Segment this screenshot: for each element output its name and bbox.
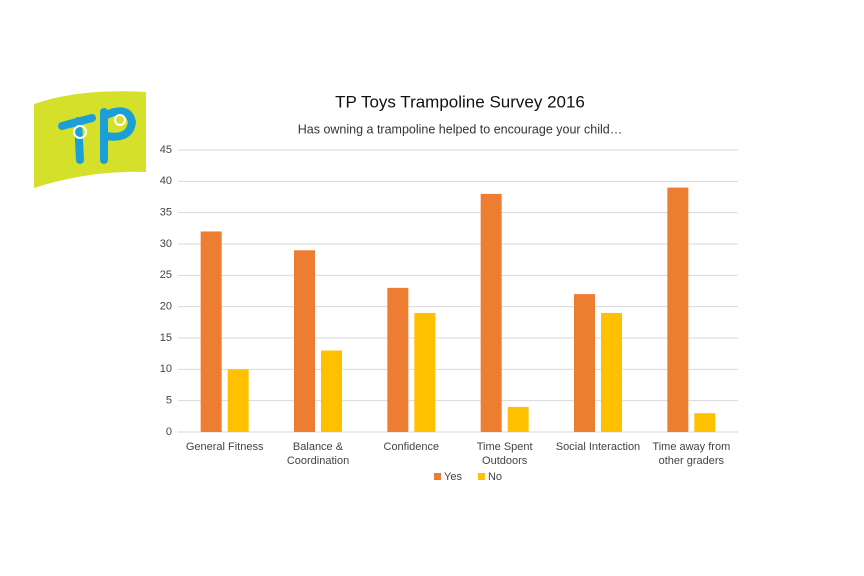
y-tick-label: 15 [160, 332, 172, 344]
y-tick-label: 25 [160, 269, 172, 281]
y-tick-label: 30 [160, 238, 172, 250]
x-tick-label: Time away from other graders [652, 441, 731, 467]
y-tick-label: 40 [160, 175, 172, 187]
logo-ring [73, 125, 87, 139]
x-tick-label: General Fitness [185, 441, 264, 453]
logo-t [58, 114, 96, 164]
chart-subtitle: Has owning a trampoline helped to encour… [298, 122, 623, 136]
logo-flag [34, 91, 146, 188]
y-tick-label: 10 [160, 363, 172, 375]
bar [321, 350, 342, 432]
legend-label: Yes [444, 471, 462, 483]
legend-label: No [488, 471, 502, 483]
y-tick-label: 35 [160, 207, 172, 219]
logo-ring [114, 114, 126, 126]
x-tick-label: Confidence [383, 441, 440, 453]
x-tick-label: Social Interaction [555, 441, 641, 453]
bar [414, 312, 436, 432]
bar [507, 406, 529, 432]
legend-swatch [477, 473, 485, 480]
bar [387, 287, 409, 432]
x-tick-label: Balance & Coordination [286, 441, 350, 467]
y-tick-label: 0 [166, 426, 172, 438]
y-tick-label: 45 [160, 144, 172, 156]
logo-p [100, 107, 137, 164]
bar [294, 250, 315, 432]
chart-title: TP Toys Trampoline Survey 2016 [335, 92, 585, 111]
bar [480, 193, 502, 432]
bar [200, 231, 222, 432]
bar [601, 312, 622, 432]
legend-swatch [434, 473, 441, 480]
x-tick-label: Time Spent Outdoors [476, 441, 533, 467]
bar [694, 413, 716, 432]
bar [574, 294, 595, 432]
bar [227, 369, 249, 432]
y-tick-label: 20 [160, 301, 172, 313]
y-tick-label: 5 [166, 395, 172, 407]
logo [34, 91, 146, 188]
bar [667, 187, 689, 432]
